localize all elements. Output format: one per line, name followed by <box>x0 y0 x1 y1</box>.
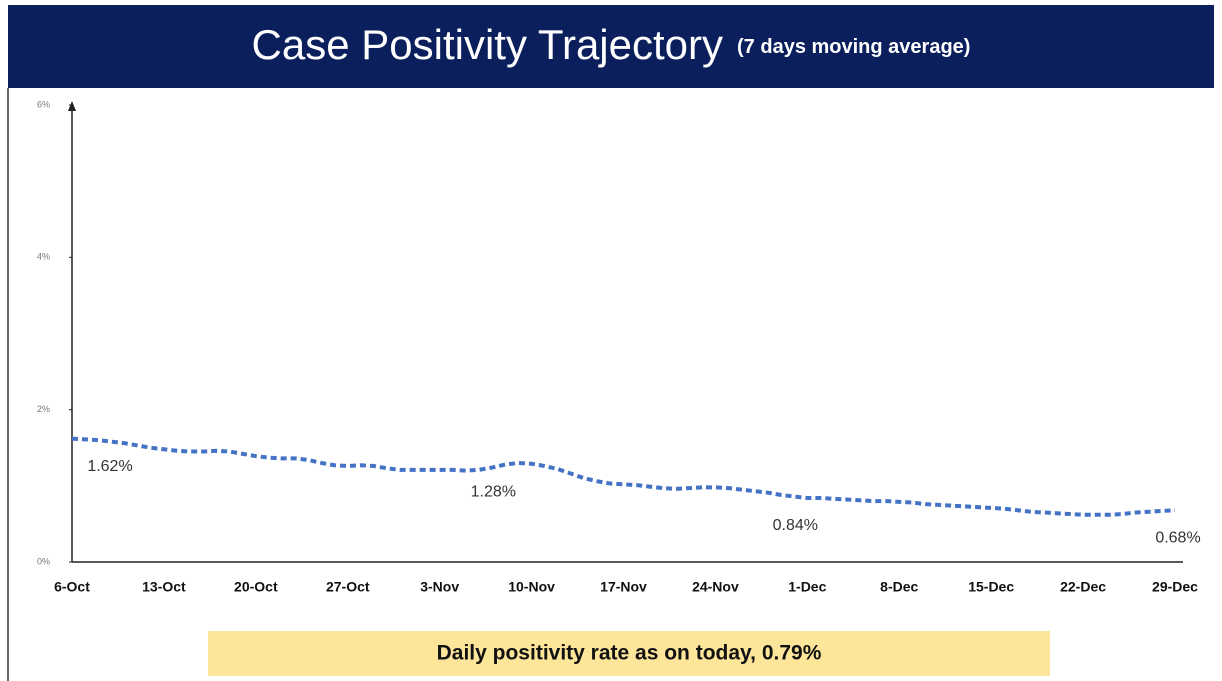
x-tick-label: 20-Oct <box>234 579 278 595</box>
data-label: 1.62% <box>87 458 132 475</box>
x-tick-label: 27-Oct <box>326 579 370 595</box>
header-band <box>8 5 1214 88</box>
x-tick-label: 8-Dec <box>880 579 918 595</box>
y-tick-label: 4% <box>37 252 50 262</box>
chart-title: Case Positivity Trajectory <box>252 21 723 68</box>
x-tick-label: 29-Dec <box>1152 579 1198 595</box>
x-tick-label: 22-Dec <box>1060 579 1106 595</box>
data-label: 0.84% <box>773 517 818 534</box>
title-group: Case Positivity Trajectory (7 days moving… <box>252 21 971 68</box>
x-tick-label: 10-Nov <box>508 579 555 595</box>
x-tick-label: 1-Dec <box>788 579 826 595</box>
x-tick-label: 6-Oct <box>54 579 90 595</box>
x-tick-label: 24-Nov <box>692 579 739 595</box>
chart-subtitle: (7 days moving average) <box>737 36 970 58</box>
x-tick-label: 13-Oct <box>142 579 186 595</box>
series-line <box>71 436 1176 517</box>
data-label: 0.68% <box>1155 529 1200 546</box>
y-tick-label: 2% <box>37 404 50 414</box>
y-axis-arrow <box>68 101 76 111</box>
x-tick-label: 15-Dec <box>968 579 1014 595</box>
y-tick-label: 6% <box>37 99 50 109</box>
x-tick-label: 3-Nov <box>420 579 459 595</box>
x-tick-label: 17-Nov <box>600 579 647 595</box>
note: Daily positivity rate as on today, 0.79% <box>437 642 822 665</box>
data-label: 1.28% <box>471 484 516 501</box>
note-box <box>208 631 1050 676</box>
y-tick-label: 0% <box>37 556 50 566</box>
